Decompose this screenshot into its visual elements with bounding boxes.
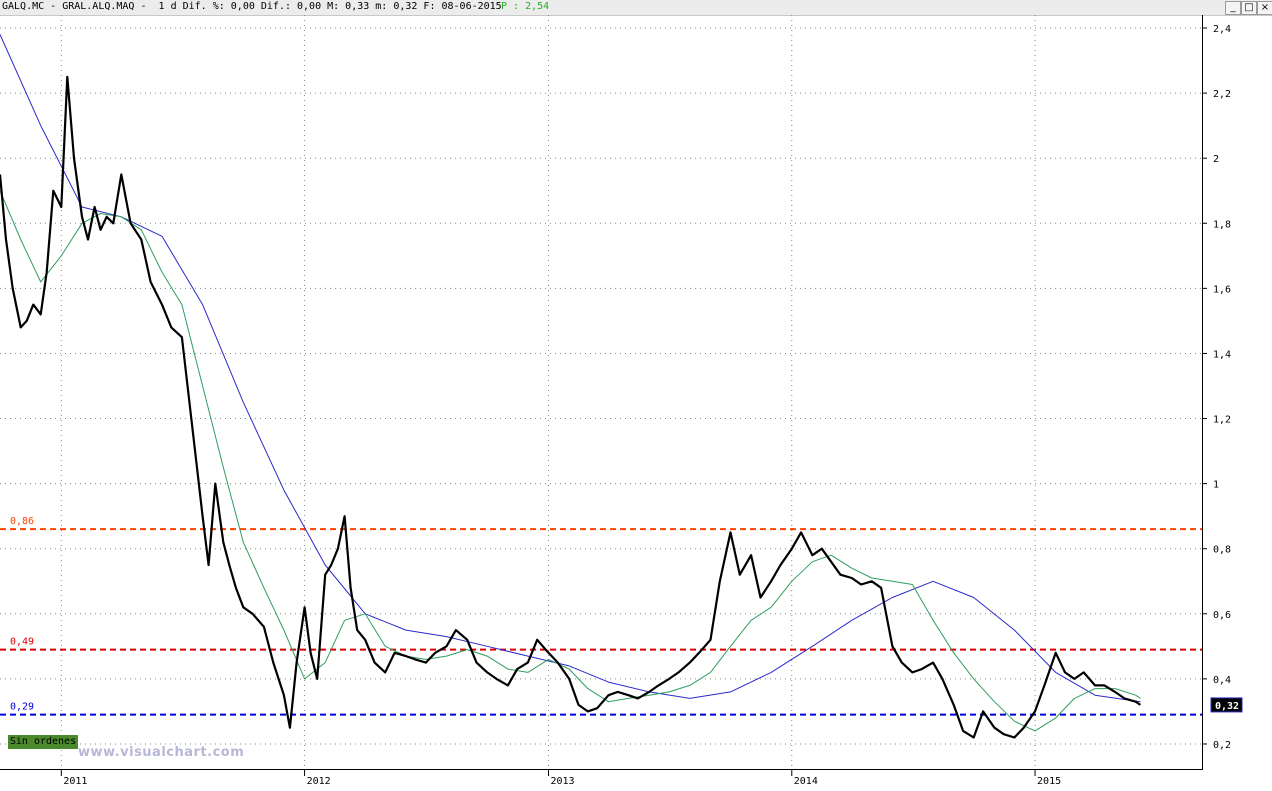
resistance-line-086-label: 0,86 [10,516,34,527]
x-tick-label: 2015 [1037,776,1061,787]
y-tick-label: 0,2 [1213,740,1231,751]
title-extra-value: P : 2,54 [501,1,550,12]
last-price-label: 0,32 [1215,701,1239,712]
y-tick-label: 1 [1213,480,1219,491]
last-price-marker [1210,697,1243,713]
resistance-line-049-label: 0,49 [10,637,34,648]
y-tick-label: 1,6 [1213,284,1231,295]
watermark: www.visualchart.com [78,745,245,760]
y-tick-label: 0,8 [1213,545,1231,556]
x-tick-label: 2014 [794,776,818,787]
y-tick-label: 2,2 [1213,89,1231,100]
support-line-029-label: 0,29 [10,702,34,713]
y-tick-label: 1,2 [1213,415,1231,426]
y-tick-label: 1,8 [1213,219,1231,230]
chart-title: GALQ.MC - GRAL.ALQ.MAQ - 1 d Dif. %: 0,0… [2,1,502,12]
y-tick-label: 2,4 [1213,24,1231,35]
short-moving-average [0,190,1141,732]
title-bar: GALQ.MC - GRAL.ALQ.MAQ - 1 d Dif. %: 0,0… [0,0,1272,16]
y-tick-label: 1,4 [1213,349,1231,360]
price-series [0,75,1142,739]
y-tick-label: 2 [1213,154,1219,165]
minimize-button[interactable]: _ [1225,1,1241,15]
close-button[interactable]: × [1257,1,1272,15]
y-tick-label: 0,4 [1213,675,1231,686]
price-chart[interactable]: 0,2 0,4 0,6 0,8 1 1,2 1,4 1,6 1,8 2 2,2 2,4 2011 2012… [0,15,1272,791]
y-tick-label: 0,6 [1213,610,1231,621]
x-tick-label: 2012 [307,776,331,787]
x-tick-label: 2011 [63,776,87,787]
x-tick-label: 2013 [551,776,575,787]
long-moving-average [0,34,1141,703]
orders-badge[interactable]: Sin ordenes [8,735,78,749]
maximize-button[interactable]: □ [1241,1,1257,15]
